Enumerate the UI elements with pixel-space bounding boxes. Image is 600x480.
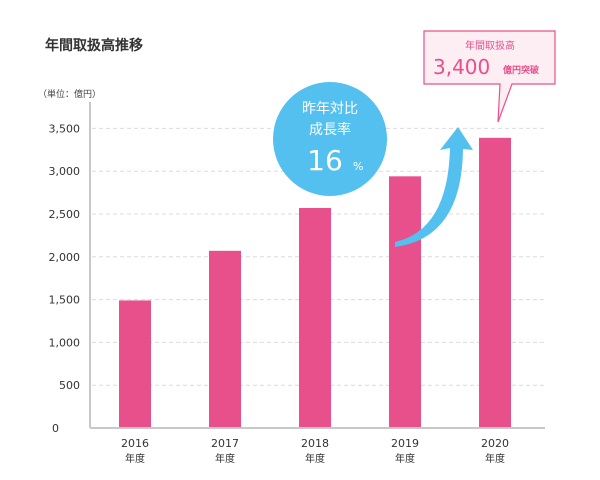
y-tick-label: 3,500: [49, 122, 81, 135]
x-tick-label: 2017: [211, 437, 239, 450]
unit-label: （単位：億円）: [38, 88, 101, 100]
callout-title: 年間取扱高: [465, 39, 515, 52]
bar-2019: [389, 176, 421, 428]
y-tick-label: 1,000: [49, 336, 81, 349]
x-tick-suffix: 年度: [125, 452, 145, 465]
x-tick-label: 2019: [391, 437, 419, 450]
growth-line2: 成長率: [309, 121, 351, 138]
callout-value: 3,400: [433, 55, 490, 79]
x-tick-suffix: 年度: [215, 452, 235, 465]
growth-badge: 昨年対比 成長率 16 %: [273, 82, 387, 196]
y-tick-label: 1,500: [49, 294, 81, 307]
callout-suffix: 億円突破: [503, 64, 540, 76]
y-tick-label: 2,500: [49, 208, 81, 221]
bar-2018: [299, 208, 331, 428]
growth-unit: %: [353, 160, 363, 173]
x-tick-suffix: 年度: [485, 452, 505, 465]
x-tick-label: 2016: [121, 437, 149, 450]
x-tick-suffix: 年度: [305, 452, 325, 465]
chart-title: 年間取扱高推移: [45, 37, 143, 54]
growth-arrow-icon: [395, 127, 473, 247]
y-tick-label: 3,000: [49, 165, 81, 178]
bar-2020: [479, 137, 511, 429]
bar-2017: [209, 250, 241, 428]
growth-value: 16: [307, 144, 343, 177]
y-tick-label: 500: [59, 379, 80, 392]
growth-line1: 昨年対比: [302, 101, 358, 117]
bar-2016: [119, 300, 151, 428]
x-tick-label: 2018: [301, 437, 329, 450]
y-tick-label: 0: [52, 422, 59, 435]
x-tick-suffix: 年度: [395, 452, 415, 465]
callout-box: 年間取扱高 3,400 億円突破: [423, 30, 556, 123]
y-tick-label: 2,000: [49, 251, 81, 264]
x-tick-label: 2020: [481, 437, 509, 450]
